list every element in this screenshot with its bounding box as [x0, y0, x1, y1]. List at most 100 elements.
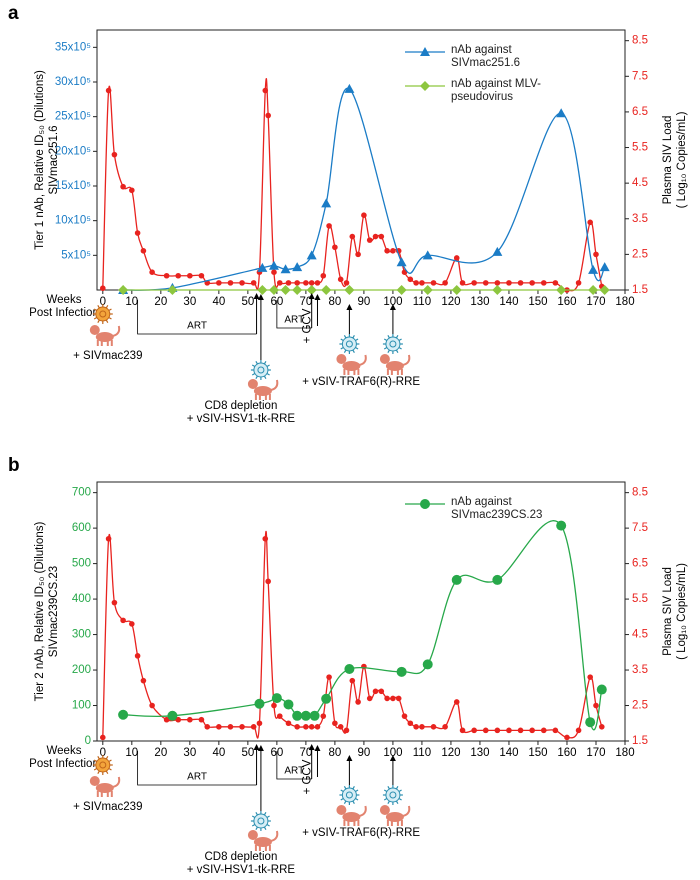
marker-circle — [482, 280, 489, 286]
marker-circle — [337, 724, 344, 730]
marker-circle — [430, 280, 437, 286]
plot-frame — [96, 481, 626, 742]
monkey-body — [253, 837, 272, 847]
marker-circle — [596, 684, 607, 695]
annotation: + GCV — [302, 759, 314, 794]
marker-circle — [593, 702, 599, 709]
marker-circle — [395, 695, 402, 702]
marker-circle — [355, 251, 361, 258]
x-tick-label: 50 — [241, 747, 254, 759]
marker-triangle — [280, 264, 291, 274]
x-tick-label: 90 — [358, 296, 371, 308]
monkey-icon — [379, 354, 411, 375]
art-bracket — [276, 300, 312, 329]
monkey-tail — [112, 776, 121, 788]
marker-circle — [134, 653, 141, 659]
marker-circle — [100, 285, 106, 292]
arrow-head — [346, 304, 353, 310]
arrow-head — [389, 755, 396, 761]
marker-circle — [587, 674, 593, 680]
x-tick-label: 120 — [441, 296, 460, 308]
marker-circle — [271, 693, 282, 704]
marker-circle — [419, 724, 425, 730]
annotation: ART — [284, 766, 304, 777]
x-tick-label: 0 — [100, 296, 106, 308]
marker-diamond — [422, 285, 433, 295]
monkey-icon — [247, 830, 279, 851]
marker-circle — [314, 724, 321, 730]
x-tick-label: 0 — [100, 747, 106, 759]
monkey-icon — [379, 805, 411, 826]
art-bracket — [137, 751, 257, 786]
art-bracket — [276, 751, 312, 780]
monkey-tail — [359, 354, 367, 366]
virus-body — [341, 336, 357, 352]
marker-circle — [134, 230, 141, 236]
marker-circle — [118, 709, 129, 720]
series-line — [123, 520, 603, 731]
marker-circle — [384, 248, 390, 254]
legend-label: nAb against MLV-pseudovirus — [451, 78, 541, 103]
y2-tick-label: 2.5 — [632, 248, 648, 260]
marker-circle — [344, 663, 355, 674]
y-tick-label: 0 — [85, 735, 91, 747]
marker-circle — [187, 272, 193, 279]
legend-label: nAb against SIVmac239CS.23 — [451, 496, 543, 521]
virus-core — [389, 791, 397, 799]
virus-body — [95, 306, 111, 322]
arrow-head — [308, 293, 315, 299]
marker-circle — [332, 244, 338, 251]
x-tick-label: 140 — [499, 747, 518, 759]
marker-circle — [459, 727, 466, 734]
x-tick-label: 10 — [125, 296, 138, 308]
x-tick-label: 120 — [441, 747, 460, 759]
monkey-head — [89, 325, 100, 335]
virus-spike — [355, 338, 359, 342]
y-axis-title: Tier 2 nAb, Relative ID₅₀ (Dilutions) — [34, 522, 46, 702]
marker-circle — [149, 702, 155, 709]
marker-circle — [430, 724, 437, 730]
virus-icon — [382, 334, 403, 354]
x-tick-label: 140 — [499, 296, 518, 308]
marker-circle — [216, 280, 222, 286]
monkey-body — [342, 812, 361, 822]
marker-diamond — [396, 285, 407, 295]
marker-circle — [372, 688, 379, 695]
y2-tick-label: 5.5 — [632, 142, 648, 154]
marker-circle — [129, 621, 135, 627]
y2-tick-label: 3.5 — [632, 664, 648, 676]
x-tick-label: 80 — [328, 747, 341, 759]
marker-circle — [585, 717, 596, 728]
marker-circle — [294, 280, 300, 286]
marker-circle — [396, 666, 407, 677]
monkey-body — [385, 812, 404, 822]
legend-entry: nAb against SIVmac239CS.23 — [451, 496, 543, 521]
virus-spike — [93, 759, 98, 763]
arrow-head — [346, 755, 353, 761]
monkey-icon — [89, 776, 121, 797]
marker-circle — [494, 727, 501, 734]
y2-tick-label: 6.5 — [632, 558, 648, 570]
marker-circle — [265, 112, 271, 119]
marker-circle — [239, 724, 245, 730]
marker-circle — [294, 724, 300, 730]
x-tick-label: 30 — [183, 296, 196, 308]
x-tick-label: 130 — [470, 747, 489, 759]
y-tick-label: 30x10⁵ — [55, 76, 91, 88]
arrow-head — [314, 294, 321, 300]
y2-tick-label: 4.5 — [632, 629, 648, 641]
y-tick-label: 35x10⁵ — [55, 41, 91, 53]
y2-axis-title: ( Log₁₀ Copies/mL) — [676, 563, 688, 660]
marker-diamond — [321, 285, 332, 295]
marker-circle — [343, 727, 350, 734]
virus-body — [341, 787, 357, 803]
legend-entry: nAb against MLV-pseudovirus — [451, 78, 541, 103]
x-tick-label: 130 — [470, 296, 489, 308]
annotation: ART — [187, 321, 207, 332]
virus-spike — [352, 800, 355, 804]
marker-circle — [349, 233, 356, 240]
virus-spike — [255, 826, 258, 830]
x-tick-label: 170 — [586, 747, 605, 759]
x-tick-label: 100 — [383, 296, 402, 308]
marker-circle — [384, 695, 390, 702]
